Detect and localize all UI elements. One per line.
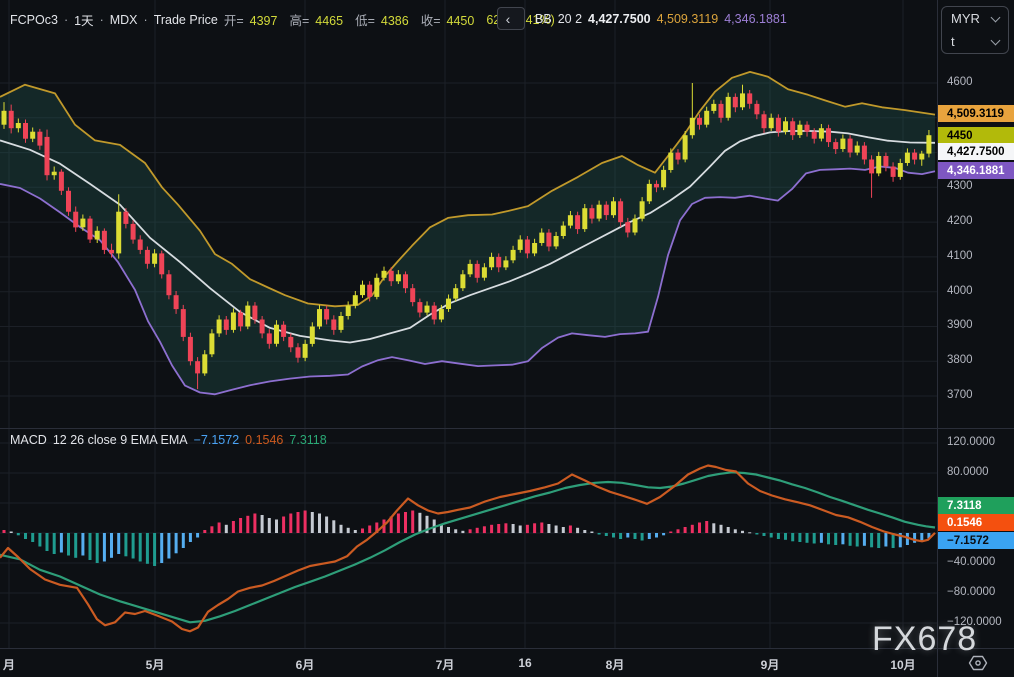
chevron-down-icon — [990, 12, 1001, 22]
symbol-name: FCPOc3 — [10, 12, 58, 27]
bb-basis-value: 4,427.7500 — [588, 11, 651, 26]
time-axis-label: 月 — [2, 658, 16, 672]
time-axis-label: 7月 — [435, 658, 455, 672]
chevron-left-icon: ‹ — [505, 10, 511, 27]
pane-separator[interactable] — [0, 428, 1014, 429]
currency-dropdown[interactable]: MYR — [942, 7, 1008, 30]
chart-canvas[interactable]: FCPOc3 · 1天 · MDX · Trade Price 开= 4397 高… — [0, 0, 937, 648]
ohlc-low: 低= 4386 — [355, 14, 409, 28]
separator-dot: · — [143, 12, 148, 27]
macd-tick-label: −80.0000 — [947, 586, 996, 598]
bb-name: BB — [535, 11, 552, 26]
bb-indicator-legend: ‹ BB 20 2 4,427.7500 4,509.3119 4,346.18… — [497, 7, 793, 30]
macd-value-label: 0.1546 — [938, 514, 1014, 531]
time-axis-label: 10月 — [890, 658, 916, 672]
ohlc-high: 高= 4465 — [289, 14, 344, 28]
macd-name: MACD — [10, 433, 47, 447]
price-tick-label: 4000 — [947, 284, 973, 297]
macd-signal-value: 7.3118 — [289, 433, 327, 447]
time-axis-label: 16 — [518, 656, 532, 670]
macd-tick-label: 120.0000 — [947, 436, 995, 448]
unit-label: t — [951, 34, 955, 49]
price-tick-label: 4100 — [947, 249, 973, 262]
macd-params: 12 26 close 9 EMA EMA — [52, 433, 188, 447]
series-type-label: Trade Price — [153, 12, 218, 27]
chevron-down-icon — [990, 35, 1001, 45]
price-tick-label: 3700 — [947, 389, 973, 402]
price-value-label: 4,509.3119 — [938, 105, 1014, 122]
macd-indicator-legend: MACD 12 26 close 9 EMA EMA −7.1572 0.154… — [10, 433, 333, 447]
price-value-label: 4450 — [938, 127, 1014, 144]
watermark: FX678 — [872, 620, 978, 658]
price-scale-axis[interactable]: MYR t 4600 4300 4200 4100 4000 3900 3800 3700 12… — [937, 0, 1014, 677]
axis-unit-selector: MYR t — [941, 6, 1009, 54]
price-value-label: 4,427.7500 — [938, 143, 1014, 160]
exchange-label: MDX — [109, 12, 138, 27]
macd-tick-label: 80.0000 — [947, 466, 989, 478]
macd-value-label: 7.3118 — [938, 497, 1014, 514]
time-axis-label: 8月 — [605, 658, 625, 672]
price-tick-label: 3900 — [947, 319, 973, 332]
collapse-legend-button[interactable]: ‹ — [497, 7, 525, 30]
time-scale-axis[interactable]: 月 5月 6月 7月 16 8月 9月 10月 — [0, 648, 1014, 677]
separator-dot: · — [99, 12, 104, 27]
price-value-label: 4,346.1881 — [938, 162, 1014, 179]
bb-upper-value: 4,509.3119 — [656, 11, 719, 26]
macd-line-value: 0.1546 — [245, 433, 284, 447]
time-axis-label: 9月 — [760, 658, 780, 672]
price-tick-label: 4200 — [947, 215, 973, 228]
macd-hist-value: −7.1572 — [193, 433, 240, 447]
time-axis-label: 6月 — [295, 658, 315, 672]
bb-params: 20 2 — [557, 11, 583, 26]
macd-pane[interactable] — [0, 429, 937, 648]
currency-label: MYR — [951, 11, 980, 26]
price-tick-label: 3800 — [947, 354, 973, 367]
ohlc-open: 开= 4397 — [223, 14, 278, 28]
unit-dropdown[interactable]: t — [942, 30, 1008, 53]
bb-lower-value: 4,346.1881 — [724, 11, 787, 26]
price-tick-label: 4600 — [947, 76, 973, 88]
interval-label: 1天 — [74, 14, 94, 28]
axis-settings-icon[interactable] — [968, 654, 988, 675]
price-pane[interactable] — [0, 0, 937, 429]
macd-tick-label: −40.0000 — [947, 556, 996, 568]
time-axis-label: 5月 — [145, 658, 165, 672]
symbol-legend: FCPOc3 · 1天 · MDX · Trade Price 开= 4397 高… — [10, 10, 561, 29]
macd-tick-label: −120.0000 — [947, 616, 1002, 628]
price-tick-label: 4300 — [947, 180, 973, 193]
separator-dot: · — [63, 12, 69, 27]
ohlc-close: 收= 4450 — [420, 14, 475, 28]
macd-value-label: −7.1572 — [938, 532, 1014, 549]
